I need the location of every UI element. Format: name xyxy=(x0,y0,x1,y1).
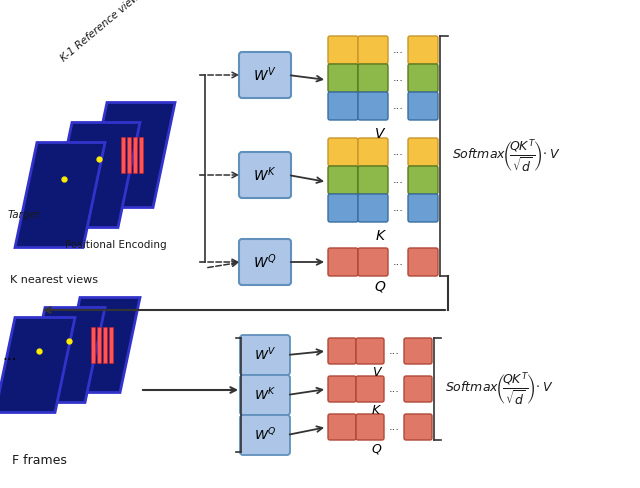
Bar xyxy=(109,327,113,363)
Text: $W^V$: $W^V$ xyxy=(253,346,276,363)
FancyBboxPatch shape xyxy=(240,335,290,375)
FancyBboxPatch shape xyxy=(328,338,356,364)
FancyBboxPatch shape xyxy=(358,64,388,92)
Polygon shape xyxy=(15,142,105,247)
Text: $\it{Softmax}\!\left(\!\dfrac{QK^T}{\sqrt{d}}\!\right)\!\cdot V$: $\it{Softmax}\!\left(\!\dfrac{QK^T}{\sqr… xyxy=(452,137,561,175)
FancyBboxPatch shape xyxy=(328,414,356,440)
FancyBboxPatch shape xyxy=(404,376,432,402)
Text: ...: ... xyxy=(388,384,399,394)
Text: Q: Q xyxy=(374,279,385,293)
Bar xyxy=(133,137,137,173)
Text: $W^Q$: $W^Q$ xyxy=(253,253,277,271)
Bar xyxy=(121,137,125,173)
FancyBboxPatch shape xyxy=(356,376,384,402)
FancyBboxPatch shape xyxy=(240,415,290,455)
Bar xyxy=(127,137,131,173)
Text: $\it{Softmax}\!\left(\!\dfrac{QK^T}{\sqrt{d}}\!\right)\!\cdot V$: $\it{Softmax}\!\left(\!\dfrac{QK^T}{\sqr… xyxy=(445,370,554,407)
Text: $W^Q$: $W^Q$ xyxy=(253,427,276,443)
FancyBboxPatch shape xyxy=(358,166,388,194)
Text: F frames: F frames xyxy=(12,453,67,467)
FancyBboxPatch shape xyxy=(328,64,358,92)
FancyBboxPatch shape xyxy=(328,92,358,120)
Text: Target: Target xyxy=(8,210,41,220)
Text: ...: ... xyxy=(3,347,17,363)
FancyBboxPatch shape xyxy=(328,376,356,402)
Text: $W^V$: $W^V$ xyxy=(253,66,277,84)
Text: Positional Encoding: Positional Encoding xyxy=(65,240,166,250)
Bar xyxy=(91,327,95,363)
Polygon shape xyxy=(25,307,105,403)
FancyBboxPatch shape xyxy=(408,92,438,120)
FancyBboxPatch shape xyxy=(358,36,388,64)
FancyBboxPatch shape xyxy=(408,64,438,92)
FancyBboxPatch shape xyxy=(408,166,438,194)
Text: ...: ... xyxy=(392,101,403,111)
FancyBboxPatch shape xyxy=(358,248,388,276)
FancyBboxPatch shape xyxy=(328,36,358,64)
Text: K-1 Reference views: K-1 Reference views xyxy=(59,0,145,64)
Text: $W^K$: $W^K$ xyxy=(253,166,277,184)
Text: K: K xyxy=(372,404,380,417)
FancyBboxPatch shape xyxy=(328,166,358,194)
FancyBboxPatch shape xyxy=(328,194,358,222)
FancyBboxPatch shape xyxy=(328,138,358,166)
FancyBboxPatch shape xyxy=(240,375,290,415)
FancyBboxPatch shape xyxy=(358,138,388,166)
FancyBboxPatch shape xyxy=(408,248,438,276)
FancyBboxPatch shape xyxy=(356,338,384,364)
Polygon shape xyxy=(50,122,140,227)
Text: $W^K$: $W^K$ xyxy=(253,386,276,403)
Text: ...: ... xyxy=(392,147,403,157)
FancyBboxPatch shape xyxy=(356,414,384,440)
FancyBboxPatch shape xyxy=(358,92,388,120)
Polygon shape xyxy=(60,298,140,392)
Text: ...: ... xyxy=(392,257,403,267)
Text: ...: ... xyxy=(388,346,399,356)
Polygon shape xyxy=(0,318,75,412)
FancyBboxPatch shape xyxy=(408,138,438,166)
FancyBboxPatch shape xyxy=(408,36,438,64)
FancyBboxPatch shape xyxy=(408,194,438,222)
Bar xyxy=(139,137,143,173)
FancyBboxPatch shape xyxy=(239,239,291,285)
FancyBboxPatch shape xyxy=(358,194,388,222)
Text: ...: ... xyxy=(392,45,403,55)
Text: Q: Q xyxy=(371,442,381,455)
Text: ...: ... xyxy=(388,422,399,432)
FancyBboxPatch shape xyxy=(239,52,291,98)
Bar xyxy=(103,327,107,363)
Polygon shape xyxy=(85,102,175,207)
Text: K nearest views: K nearest views xyxy=(10,275,98,285)
Text: ...: ... xyxy=(392,73,403,83)
Text: V: V xyxy=(375,127,385,141)
Text: ...: ... xyxy=(392,203,403,213)
FancyBboxPatch shape xyxy=(239,152,291,198)
FancyBboxPatch shape xyxy=(404,414,432,440)
Bar xyxy=(97,327,101,363)
Text: ...: ... xyxy=(392,175,403,185)
Text: V: V xyxy=(372,366,380,379)
Text: K: K xyxy=(376,229,385,243)
FancyBboxPatch shape xyxy=(404,338,432,364)
FancyBboxPatch shape xyxy=(328,248,358,276)
